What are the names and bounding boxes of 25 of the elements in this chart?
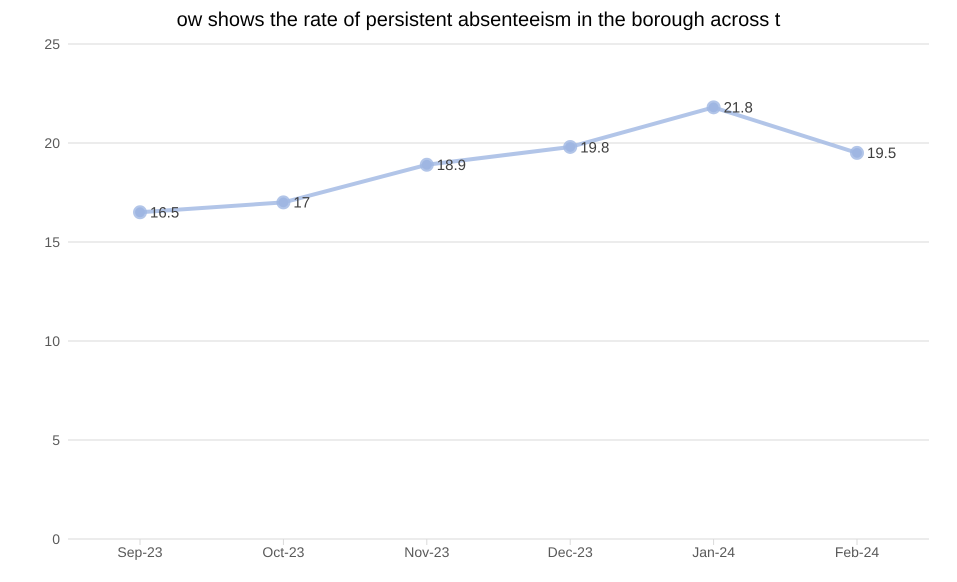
x-tick-label: Sep-23 xyxy=(117,544,163,560)
data-label: 19.5 xyxy=(867,145,896,162)
y-tick-label: 0 xyxy=(52,530,60,547)
data-label: 17 xyxy=(293,194,310,212)
point xyxy=(563,140,578,154)
y-tick-label: 10 xyxy=(44,332,60,349)
point xyxy=(706,100,721,114)
x-tick-label: Oct-23 xyxy=(262,544,305,560)
y-tick-label: 20 xyxy=(44,134,60,151)
point xyxy=(850,146,864,160)
data-label: 18.9 xyxy=(436,157,466,174)
x-tick-label: Jan-24 xyxy=(692,544,736,560)
data-label: 21.8 xyxy=(724,100,753,117)
x-tick-label: Nov-23 xyxy=(404,544,450,560)
y-tick-label: 15 xyxy=(44,234,60,250)
y-tick-label: 25 xyxy=(44,36,60,52)
point xyxy=(276,195,290,210)
point xyxy=(420,158,434,172)
x-tick-label: Dec-23 xyxy=(548,544,593,560)
data-label: 19.8 xyxy=(580,139,610,156)
point xyxy=(133,205,147,220)
data-label: 16.5 xyxy=(150,204,180,222)
chart-title: ow shows the rate of persistent absenteeism in the borough across t xyxy=(176,8,782,33)
x-tick-label: Feb-24 xyxy=(834,544,880,560)
y-tick-label: 5 xyxy=(52,432,60,448)
